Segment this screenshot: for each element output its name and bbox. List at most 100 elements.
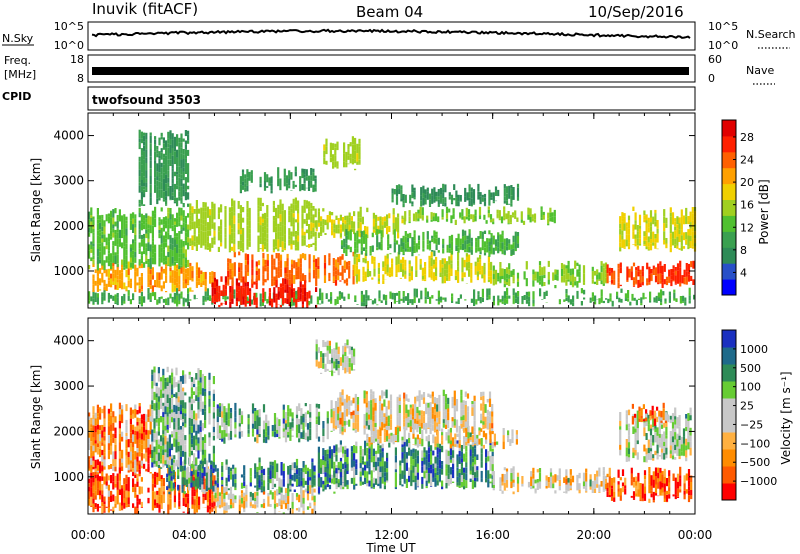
power-cell (282, 286, 285, 295)
power-cell (474, 266, 477, 275)
power-cell (418, 298, 421, 303)
velocity-cell (289, 479, 292, 486)
power-cell (476, 257, 479, 263)
power-cell (290, 244, 293, 250)
power-cell (424, 266, 427, 275)
velocity-cell (190, 469, 193, 477)
power-cell (393, 249, 396, 253)
power-cell (246, 212, 249, 218)
power-cell (171, 148, 174, 156)
power-cell (129, 265, 132, 270)
velocity-cell (386, 457, 389, 462)
velocity-cell (661, 474, 664, 483)
power-cell (242, 242, 245, 251)
power-cell (149, 216, 152, 226)
velocity-cell (110, 509, 113, 511)
power-cell (683, 277, 686, 285)
power-cell (358, 259, 361, 263)
velocity-cell (434, 467, 437, 473)
velocity-cell (328, 485, 332, 490)
power-cell (650, 273, 653, 281)
power-cell (415, 270, 418, 277)
velocity-cell (328, 477, 331, 483)
power-cell (107, 277, 110, 281)
power-cell (492, 247, 495, 255)
velocity-cell (399, 480, 402, 486)
velocity-cell (173, 376, 176, 382)
power-cell (637, 271, 640, 277)
power-cell (432, 212, 435, 217)
power-cell (213, 240, 216, 245)
power-cell (96, 264, 99, 271)
power-cell (419, 206, 422, 216)
power-cell (244, 300, 247, 304)
power-cell (281, 249, 284, 252)
power-cell (608, 271, 611, 276)
power-cell (286, 298, 289, 304)
power-cell (187, 224, 190, 230)
power-cell (143, 238, 146, 245)
power-cell (345, 159, 348, 163)
power-cell (331, 225, 334, 231)
velocity-cell (171, 417, 174, 423)
velocity-cell (173, 393, 176, 397)
power-cell (444, 197, 447, 203)
velocity-cell (107, 443, 110, 451)
velocity-cell (530, 480, 533, 486)
power-cell (687, 274, 691, 282)
power-cell (329, 150, 332, 158)
velocity-cell (313, 478, 316, 486)
power-cell (680, 216, 683, 224)
power-cell (316, 296, 319, 303)
velocity-cell (240, 487, 244, 489)
power-cell (512, 281, 515, 284)
power-cell (501, 249, 504, 254)
power-cell (191, 278, 194, 282)
power-cell (505, 193, 509, 201)
power-cell (187, 229, 190, 238)
power-cell (364, 226, 367, 232)
power-cell (138, 220, 141, 224)
power-cell (477, 291, 480, 295)
power-cell (116, 238, 119, 245)
power-cell (112, 217, 115, 225)
power-cell (110, 294, 113, 299)
velocity-cell (458, 450, 461, 457)
power-cell (238, 298, 241, 302)
power-cell (621, 212, 624, 219)
power-cell (679, 282, 682, 287)
velocity-cell (366, 483, 369, 487)
power-cell (665, 223, 668, 228)
power-cell (138, 142, 141, 150)
velocity-cell (273, 460, 277, 465)
velocity-cell (94, 412, 97, 419)
power-cell (343, 153, 346, 162)
power-cell (204, 202, 207, 208)
power-cell (349, 157, 352, 164)
power-cell (685, 232, 688, 240)
power-cell (340, 240, 344, 246)
velocity-cell (278, 493, 281, 495)
velocity-cell (240, 497, 244, 504)
velocity-cell (591, 480, 594, 489)
power-cell (195, 281, 198, 287)
velocity-cell (381, 448, 384, 452)
power-cell (457, 201, 460, 207)
power-cell (602, 283, 605, 286)
power-cell (644, 297, 647, 299)
velocity-cell (295, 458, 299, 466)
velocity-cell (184, 503, 187, 508)
power-cell (147, 238, 150, 243)
velocity-cell (96, 404, 99, 409)
velocity-cell (438, 448, 441, 452)
velocity-cell (134, 451, 137, 460)
power-cell (277, 223, 280, 232)
power-cell (99, 236, 102, 244)
power-cell (227, 262, 230, 267)
power-cell (149, 193, 152, 198)
power-cell (598, 279, 601, 281)
power-cell (173, 183, 176, 190)
power-cell (328, 278, 331, 282)
power-cell (687, 220, 690, 225)
power-cell (373, 261, 376, 269)
